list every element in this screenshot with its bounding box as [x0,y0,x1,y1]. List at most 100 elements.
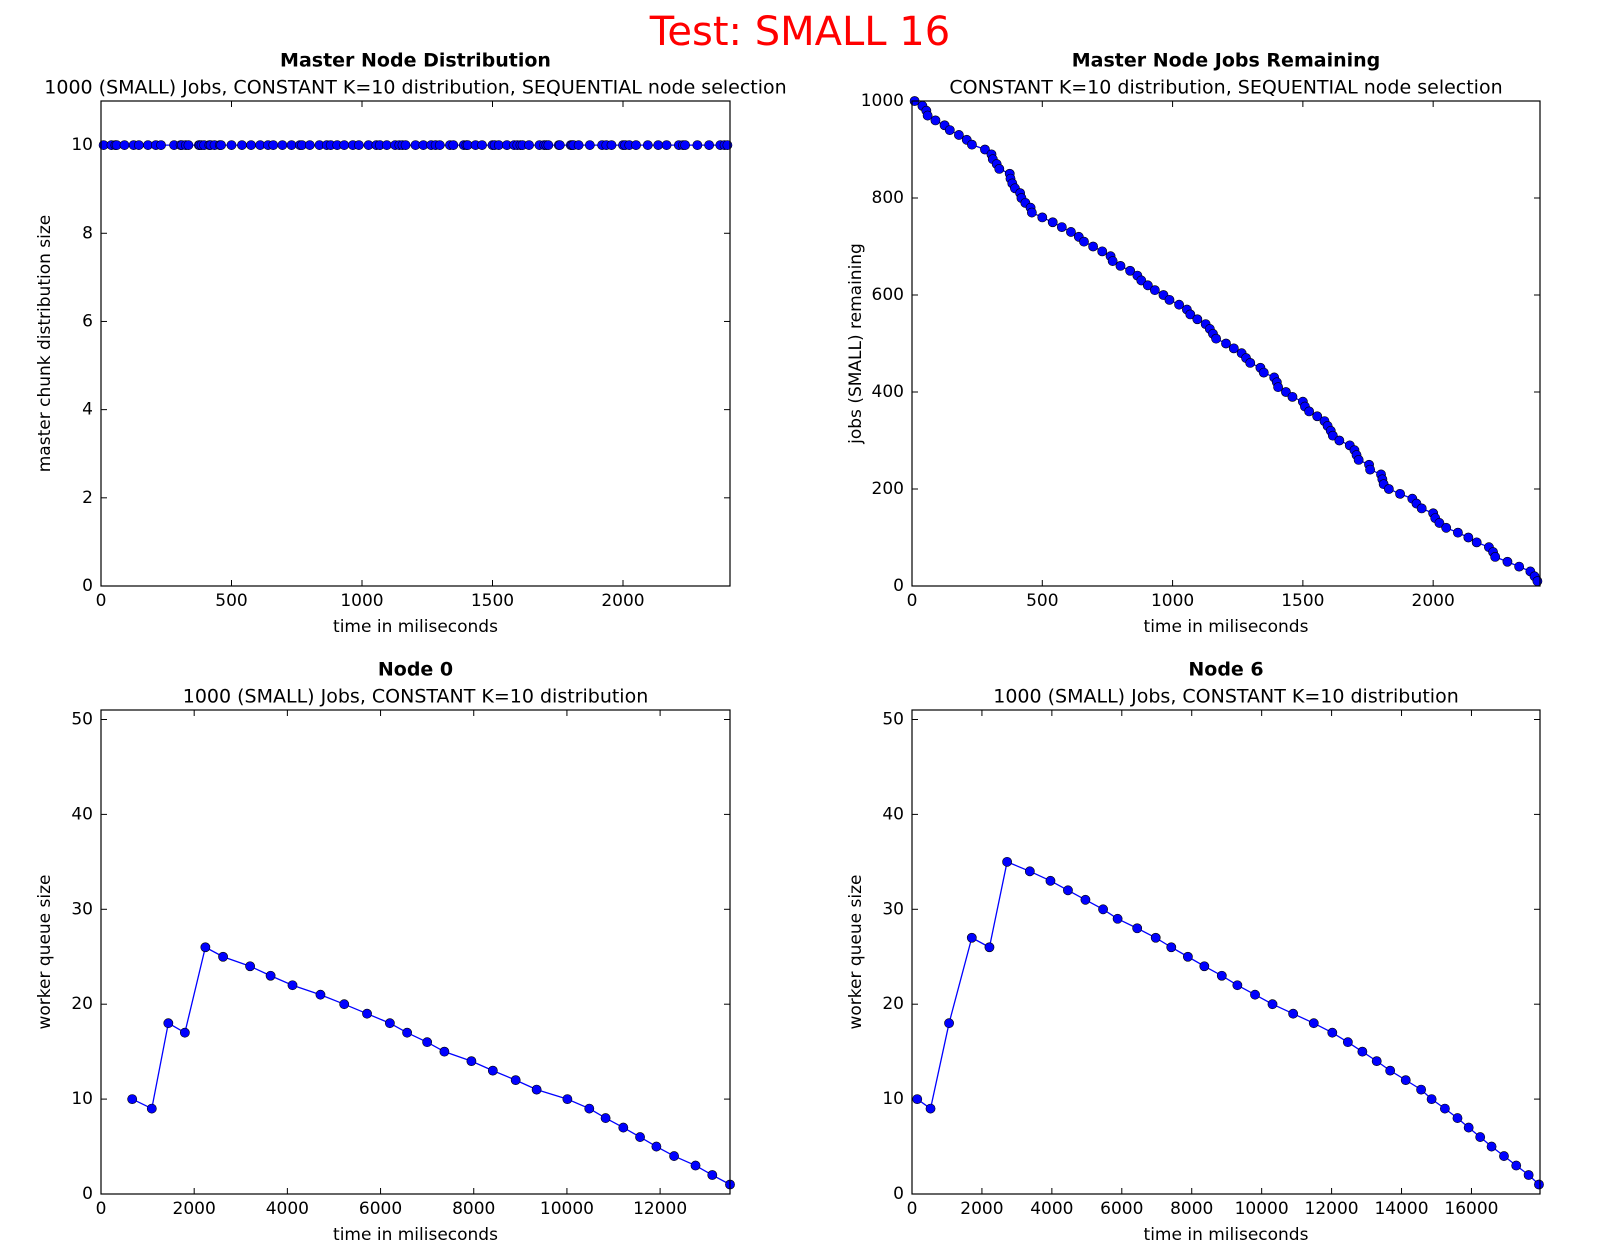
data-point [304,140,315,150]
subplot-title: Master Node Jobs Remaining [1072,50,1381,72]
data-point [692,140,703,150]
data-point [1136,275,1147,286]
data-point [1080,894,1091,905]
data-point [1532,576,1543,587]
data-point [944,1018,954,1029]
data-point [1385,1065,1396,1076]
data-point [1047,217,1058,228]
y-tick-label: 800 [872,188,904,208]
data-point [543,140,554,150]
x-tick-label: 500 [1026,591,1058,611]
data-point [402,1027,413,1038]
data-point [618,1122,629,1133]
data-point [707,1170,718,1180]
axes-frame [911,100,1541,587]
data-point [584,140,595,150]
subplot: Node 0 1000 (SMALL) Jobs, CONSTANT K=10 d… [35,659,735,1240]
x-tick-label: 6000 [1100,1199,1143,1219]
y-tick-label: 200 [872,479,904,499]
data-point [1250,989,1260,1000]
y-tick-label: 10 [71,1089,93,1109]
data-point [226,140,237,150]
data-point [1499,1151,1509,1161]
data-point [179,1027,190,1038]
y-tick-label: 20 [882,994,904,1014]
subplot-title: Node 0 [378,659,453,681]
data-point [127,1094,138,1104]
data-point [1514,561,1525,572]
data-point [669,1151,679,1161]
data-point [994,163,1005,174]
data-point [1463,1122,1474,1133]
subplot-title: Node 6 [1188,659,1263,681]
data-point [119,140,130,150]
data-point [1063,885,1073,896]
data-point [1416,503,1427,514]
x-tick-label: 0 [907,1199,918,1219]
data-point [384,1018,395,1029]
data-point [1150,932,1161,943]
data-point [448,140,459,150]
y-tick-label: 4 [82,400,93,420]
axes-frame [911,709,1541,1195]
data-point [1066,227,1076,237]
data-point [1312,411,1323,422]
data-point [531,1084,542,1095]
data-point [1142,280,1153,291]
data-point [642,140,653,150]
data-point [1357,1046,1368,1057]
data-point [1228,343,1239,354]
x-tick-label: 1500 [471,591,514,611]
data-point [246,140,256,150]
data-point [584,1103,595,1114]
y-tick-label: 2 [82,488,93,508]
x-tick-label: 2000 [960,1199,1003,1219]
data-point [1511,1160,1522,1171]
data-point [1199,961,1210,972]
plot-area [912,856,1544,1190]
data-point [606,140,617,150]
data-point [635,1132,645,1142]
data-point [362,1008,372,1019]
y-tick-label: 30 [71,899,93,919]
y-tick-label: 50 [71,709,93,729]
subplot: Node 6 1000 (SMALL) Jobs, CONSTANT K=10 d… [846,659,1544,1240]
data-point [268,140,279,150]
data-point [600,1113,611,1123]
axes-frame [100,100,731,587]
data-point [1475,1132,1486,1142]
data-point [1308,1018,1319,1029]
data-point [1115,260,1126,271]
data-point [1192,314,1203,325]
data-point [1245,357,1256,368]
y-tick-label: 0 [82,1184,93,1204]
data-point [156,140,166,150]
data-point [315,989,326,1000]
data-point [277,140,288,150]
data-point [1024,866,1035,877]
data-point [925,1103,936,1114]
x-tick-label: 2000 [601,591,644,611]
x-tick-label: 1500 [1281,591,1324,611]
data-point [554,140,565,150]
data-point [1334,435,1345,446]
x-tick-label: 4000 [266,1199,309,1219]
data-point [1471,537,1482,548]
data-point [1132,923,1143,934]
data-point [381,140,392,150]
data-point [1502,556,1513,567]
data-point [1079,236,1089,247]
x-tick-label: 4000 [1030,1199,1073,1219]
x-tick-label: 2000 [173,1199,216,1219]
data-point [265,970,276,981]
data-point [1107,256,1118,266]
subplot-subtitle: 1000 (SMALL) Jobs, CONSTANT K=10 distrib… [44,77,786,99]
data-point [422,1037,433,1048]
y-tick-label: 1000 [861,91,904,111]
data-point [183,140,194,150]
x-tick-label: 0 [96,1199,107,1219]
data-point [1056,222,1067,232]
x-tick-label: 8000 [1170,1199,1213,1219]
data-point [339,140,350,150]
